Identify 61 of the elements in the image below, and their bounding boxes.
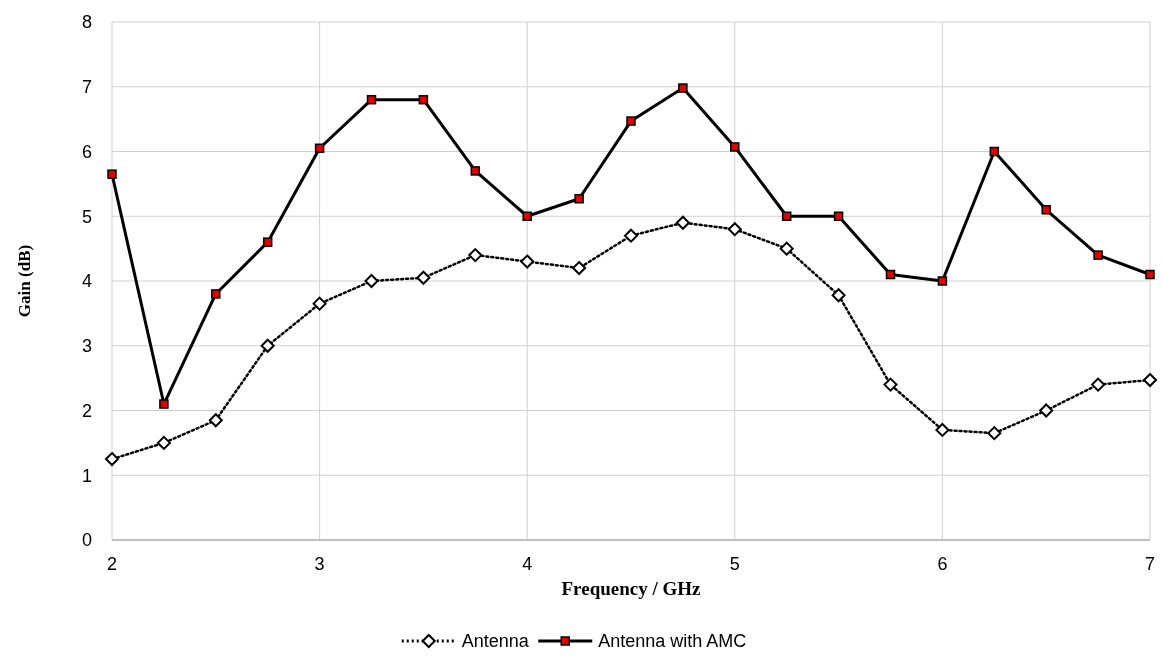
x-axis-title: Frequency / GHz	[561, 578, 702, 599]
point	[522, 211, 532, 221]
point	[626, 116, 636, 126]
point	[468, 248, 483, 263]
x-tick-label: 6	[937, 554, 948, 574]
point	[781, 211, 792, 221]
point	[366, 94, 377, 105]
point	[416, 270, 431, 285]
point	[1093, 250, 1103, 260]
point	[572, 261, 587, 276]
x-tick-label: 4	[522, 554, 533, 574]
legend-label: Antenna with AMC	[598, 631, 747, 652]
point	[418, 94, 429, 105]
legend-label: Antenna	[461, 631, 530, 652]
point	[470, 166, 481, 176]
point	[208, 413, 223, 428]
point	[312, 296, 327, 311]
x-tick-label: 2	[106, 554, 118, 574]
point	[935, 422, 950, 437]
y-tick-label: 2	[81, 400, 92, 421]
point	[105, 452, 119, 467]
point	[520, 254, 535, 269]
point	[1091, 377, 1106, 392]
point	[314, 143, 325, 154]
y-tick-label: 8	[81, 12, 92, 33]
x-tick-label: 5	[729, 554, 740, 574]
point	[883, 377, 898, 392]
point	[885, 269, 896, 280]
point	[260, 338, 275, 353]
x-tick-label: 3	[314, 554, 325, 574]
point	[624, 228, 638, 243]
point	[211, 289, 221, 299]
point	[675, 215, 690, 230]
point	[1039, 403, 1054, 418]
point	[1145, 269, 1155, 280]
point	[937, 276, 948, 286]
point	[833, 211, 844, 221]
y-tick-label: 6	[81, 141, 92, 162]
point	[574, 194, 584, 204]
point	[779, 241, 794, 256]
point	[364, 274, 379, 288]
point	[1041, 205, 1051, 215]
point	[989, 146, 1000, 157]
y-axis-title: Gain (dB)	[15, 244, 34, 318]
y-tick-label: 5	[81, 206, 92, 227]
x-tick-label: 7	[1144, 554, 1156, 574]
point	[678, 83, 688, 93]
point	[159, 399, 169, 409]
y-tick-label: 4	[81, 271, 92, 292]
point	[107, 169, 117, 179]
point	[730, 142, 740, 152]
point	[727, 222, 742, 237]
point	[987, 426, 1002, 441]
y-tick-label: 3	[81, 336, 92, 357]
point	[1143, 373, 1157, 388]
point	[831, 288, 846, 303]
point	[262, 237, 273, 247]
y-tick-label: 1	[81, 465, 92, 486]
y-tick-label: 0	[81, 530, 92, 551]
point	[156, 435, 171, 450]
y-tick-label: 7	[81, 77, 92, 98]
